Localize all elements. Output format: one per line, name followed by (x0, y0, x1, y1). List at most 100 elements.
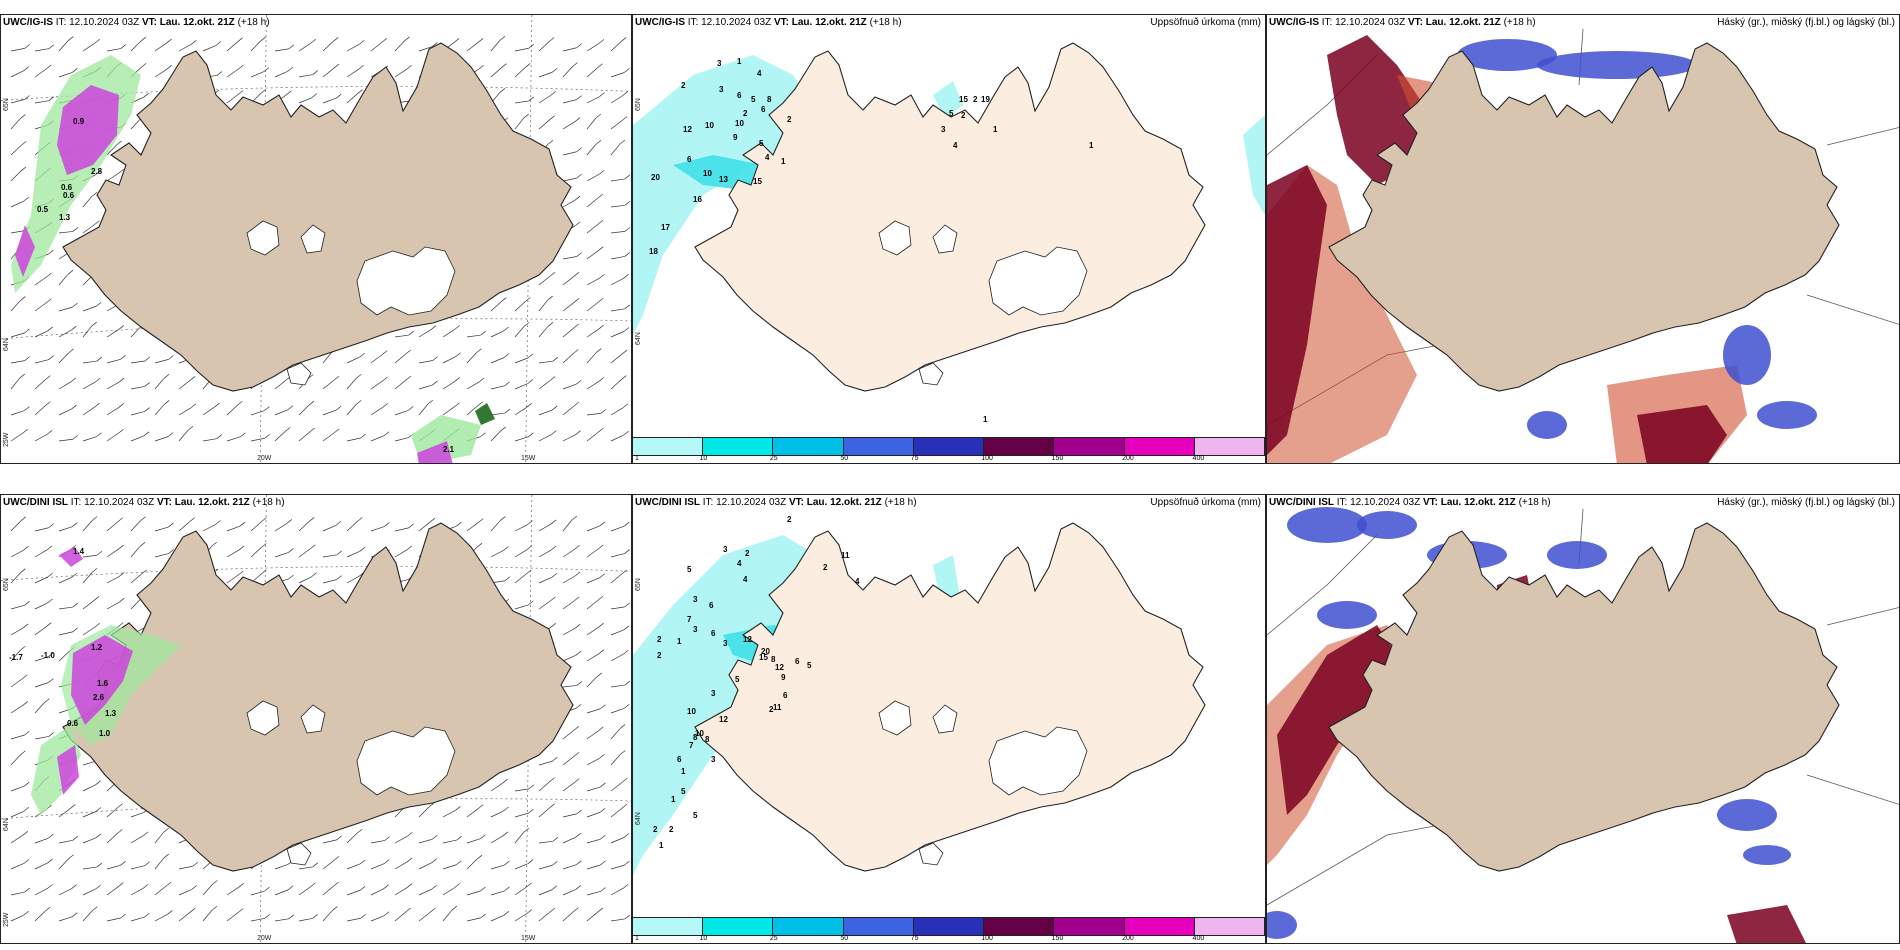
wind-barb (82, 626, 95, 636)
wind-barb-flag (71, 884, 77, 889)
wind-barb-flag (192, 862, 198, 867)
precip-value-label: 2 (973, 95, 978, 104)
wind-barb (250, 40, 261, 52)
wind-barb (346, 93, 358, 104)
wind-barb-flag (528, 600, 534, 606)
wind-barb-flag (432, 356, 438, 361)
wind-barb (514, 47, 529, 52)
wind-barb-flag (478, 64, 484, 70)
precip-value-label: 1 (737, 57, 742, 66)
precip-value-label: 15 (753, 177, 762, 186)
wind-barb (562, 177, 577, 182)
wind-barb (202, 45, 217, 52)
wind-barb (562, 548, 575, 558)
wind-barb-flag (549, 777, 555, 782)
wind-value-label: 1.3 (105, 709, 117, 718)
wind-barb-flag (118, 882, 124, 887)
wind-barb (106, 432, 119, 442)
wind-barb-flag (623, 430, 629, 436)
wind-barb (346, 404, 357, 416)
wind-barb (130, 40, 142, 52)
scale-swatch (913, 918, 985, 935)
wind-barb (610, 204, 625, 208)
wind-barb (562, 864, 577, 870)
region-border (1806, 294, 1899, 325)
wind-barb-flag (20, 516, 26, 522)
wind-barb-flag (68, 854, 74, 860)
wind-barb-flag (117, 517, 123, 523)
iceland-land (1328, 522, 1840, 872)
wind-barb-flag (575, 832, 581, 838)
wind-barb-flag (22, 831, 28, 836)
wind-barb (10, 230, 25, 234)
wind-barb-flag (143, 883, 149, 889)
wind-barb-flag (336, 550, 343, 556)
scale-tick-label: 10 (699, 455, 708, 462)
wind-barb-flag (622, 403, 629, 409)
wind-barb-flag (70, 377, 77, 383)
wind-barb-flag (598, 377, 605, 382)
wind-barb (490, 357, 505, 364)
wind-barb (610, 407, 624, 416)
wind-barb-flag (454, 883, 461, 888)
wind-barb-flag (284, 427, 291, 432)
wind-barb (322, 67, 335, 78)
wind-barb (442, 909, 453, 922)
wind-barb (442, 406, 455, 416)
wind-barb-flag (356, 828, 363, 834)
wind-barb-flag (240, 432, 246, 438)
wind-barb-flag (333, 375, 340, 381)
wind-barb (394, 379, 407, 390)
wind-barb-flag (597, 63, 603, 69)
wind-barb (538, 71, 553, 78)
wind-barb (10, 627, 24, 636)
wind-barb-flag (408, 523, 414, 529)
wind-barb-flag (24, 730, 30, 736)
wind-barb (394, 410, 409, 416)
wind-barb-flag (623, 274, 629, 279)
wind-barb-flag (624, 304, 631, 310)
precip-value-label: 11 (841, 551, 850, 560)
wind-barb-flag (237, 37, 243, 43)
wind-barb (346, 378, 357, 390)
wind-barb-flag (574, 544, 580, 550)
wind-barb (346, 43, 360, 52)
precip-value-label: 8 (767, 95, 772, 104)
wind-barb (562, 405, 575, 416)
wind-barb-flag (598, 649, 605, 654)
wind-barb-flag (94, 220, 100, 226)
wind-barb-flag (20, 568, 26, 573)
wind-barb-flag (163, 853, 169, 859)
wind-barb-flag (95, 780, 101, 786)
wind-barb-flag (189, 376, 196, 381)
wind-barb-flag (119, 572, 125, 577)
wind-barb (610, 653, 624, 662)
precip-value-label: 9 (781, 673, 786, 682)
wind-barb-flag (599, 754, 605, 759)
wind-barb-flag (549, 271, 556, 277)
wind-barb (586, 730, 599, 740)
wind-barb (10, 734, 25, 740)
wind-barb-flag (523, 322, 530, 327)
wind-barb-flag (165, 881, 172, 887)
scale-tick-label: 75 (910, 455, 919, 462)
wind-barb (466, 858, 478, 870)
wind-barb (106, 548, 119, 558)
precip-value-label: 3 (693, 595, 698, 604)
cloud-low-area (1317, 601, 1377, 629)
wind-barb (58, 274, 69, 286)
wind-barb (538, 275, 551, 286)
wind-barb-flag (454, 377, 460, 382)
wind-barb (514, 407, 527, 416)
wind-barb (34, 911, 46, 922)
wind-barb-flag (95, 833, 102, 839)
wind-barb (10, 754, 21, 766)
wind-barb-flag (383, 431, 390, 436)
wind-barb-flag (190, 403, 197, 409)
wind-barb-flag (119, 597, 125, 603)
panel-cloud-dini: UWC/DINI ISL IT: 12.10.2024 03Z VT: Lau.… (1266, 494, 1900, 944)
precip-value-label: 16 (693, 195, 702, 204)
precip-value-label: 6 (709, 601, 714, 610)
wind-barb (34, 359, 49, 364)
wind-barb (58, 839, 73, 844)
